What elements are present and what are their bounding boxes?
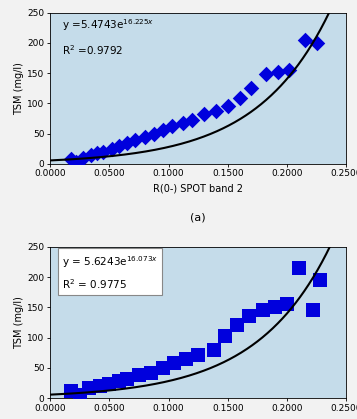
Point	[148, 369, 154, 376]
Point	[100, 148, 106, 155]
Point	[261, 307, 266, 314]
Point	[275, 68, 280, 75]
Y-axis label: TSM (mg/l): TSM (mg/l)	[14, 296, 24, 349]
Point	[189, 117, 195, 124]
Point	[225, 103, 231, 110]
Point	[97, 383, 102, 389]
Point	[160, 365, 165, 371]
Point	[169, 123, 175, 129]
Point	[201, 111, 207, 117]
Point	[284, 301, 290, 308]
Point	[317, 277, 323, 284]
Point	[69, 388, 74, 394]
Point	[95, 150, 100, 156]
Point	[77, 392, 82, 398]
Point	[124, 139, 130, 146]
Text: y = 5.6243e$^{16.073x}$
R$^2$ = 0.9775: y = 5.6243e$^{16.073x}$ R$^2$ = 0.9775	[62, 254, 158, 291]
Point	[248, 85, 254, 91]
Point	[132, 136, 138, 143]
Point	[272, 304, 278, 311]
Point	[246, 313, 252, 320]
Point	[142, 133, 148, 140]
Text: R$^2$ =0.9792: R$^2$ =0.9792	[62, 43, 123, 57]
Point	[172, 360, 177, 366]
Point	[213, 107, 219, 114]
Point	[235, 322, 240, 329]
Point	[69, 155, 74, 162]
Point	[89, 152, 94, 159]
Point	[310, 307, 316, 314]
Point	[287, 67, 292, 73]
Point	[116, 378, 122, 385]
Point	[109, 145, 115, 152]
X-axis label: R(0-) SPOT band 2: R(0-) SPOT band 2	[153, 184, 243, 194]
Point	[222, 333, 228, 340]
Y-axis label: TSM (mg/l): TSM (mg/l)	[14, 62, 24, 114]
Point	[302, 36, 308, 43]
Point	[86, 385, 92, 392]
Point	[106, 380, 112, 387]
Point	[116, 142, 122, 149]
Point	[73, 158, 79, 165]
Point	[160, 127, 165, 134]
Point	[136, 372, 142, 378]
X-axis label: R(0-) TM band 3: R(0-) TM band 3	[159, 418, 237, 419]
Point	[151, 130, 157, 137]
Point	[263, 71, 268, 78]
Point	[124, 375, 130, 382]
Point	[183, 355, 189, 362]
Point	[180, 119, 186, 126]
Point	[314, 39, 320, 46]
Text: (a): (a)	[190, 212, 206, 222]
Point	[211, 347, 216, 353]
Point	[296, 265, 302, 272]
Text: y =5.4743e$^{16. 225x}$: y =5.4743e$^{16. 225x}$	[62, 17, 154, 33]
Point	[237, 95, 242, 102]
Point	[80, 154, 86, 161]
Point	[195, 351, 201, 358]
